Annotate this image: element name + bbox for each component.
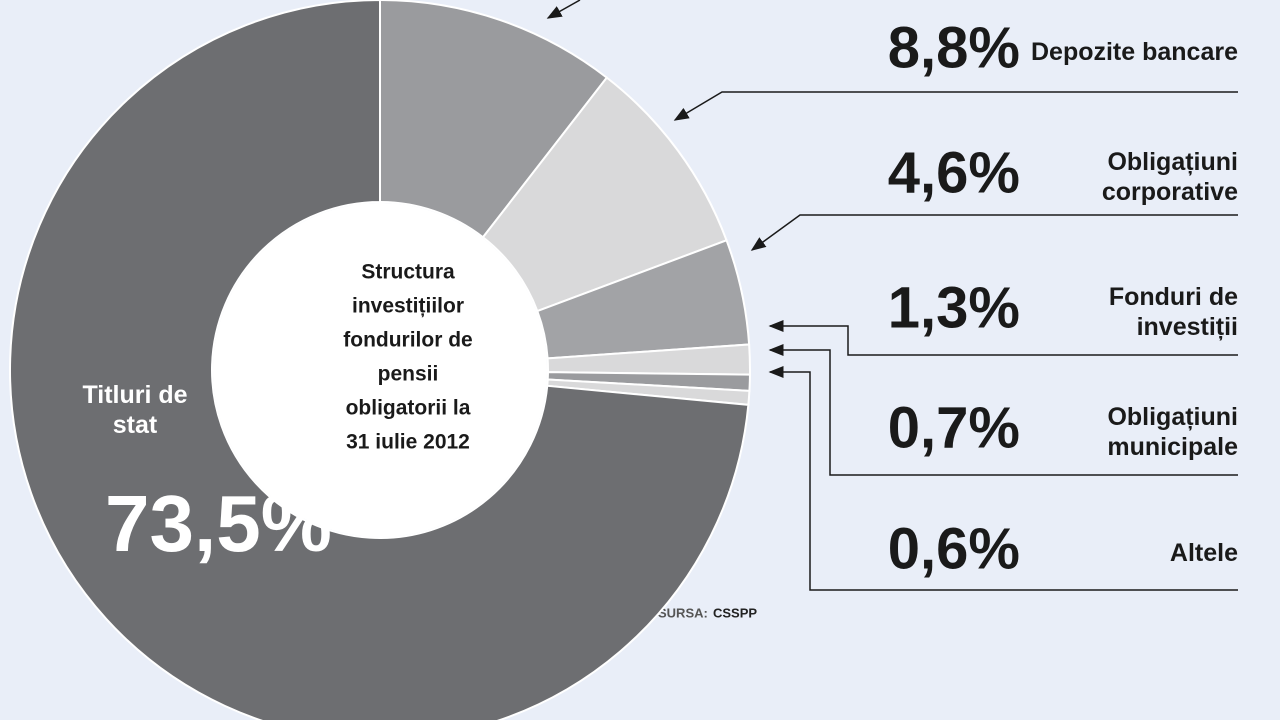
source-label: SURSA:: [658, 605, 708, 620]
category-label: Depozite bancare: [1030, 38, 1238, 66]
leader-line: [673, 91, 1238, 121]
center-title: 31 iulie 2012: [346, 431, 470, 454]
value-label: 0,7%: [888, 395, 1020, 460]
leader-line: [768, 344, 1238, 476]
category-label: Altele: [1169, 539, 1238, 567]
center-title: pensii: [378, 363, 439, 386]
category-label: Obligațiuni municipale: [1107, 403, 1238, 461]
value-label: 4,6%: [888, 140, 1020, 205]
leader-line: [546, 0, 581, 19]
center-title: investițiilor: [352, 295, 464, 318]
category-label: Fonduri de investiții: [1108, 283, 1238, 341]
leader-line: [768, 366, 1238, 591]
category-label-text: Obligațiuni corporative: [1101, 148, 1238, 206]
value-label: 1,3%: [888, 275, 1020, 340]
category-label-text: Obligațiuni municipale: [1107, 403, 1238, 461]
value-label: 8,8%: [888, 15, 1020, 80]
value-label: 73,5%: [105, 479, 332, 568]
value-label: 0,6%: [888, 516, 1020, 581]
center-title: Structura: [361, 261, 455, 284]
category-label-text: Titluri de stat: [82, 381, 188, 439]
donut-slice: [9, 0, 750, 720]
source-name: CSSPP: [713, 605, 757, 620]
center-title: obligatorii la: [346, 397, 471, 420]
category-label-text: Altele: [1169, 539, 1238, 567]
category-label: Obligațiuni corporative: [1101, 148, 1238, 206]
category-label-text: Fonduri de investiții: [1108, 283, 1238, 341]
leader-line: [750, 214, 1238, 251]
donut-hole: [213, 203, 547, 537]
category-label: Titluri de stat: [82, 381, 188, 439]
center-title: fondurilor de: [343, 329, 473, 352]
leader-line: [768, 320, 1238, 356]
category-label-text: Depozite bancare: [1030, 38, 1238, 66]
donut-slice: [379, 0, 609, 239]
